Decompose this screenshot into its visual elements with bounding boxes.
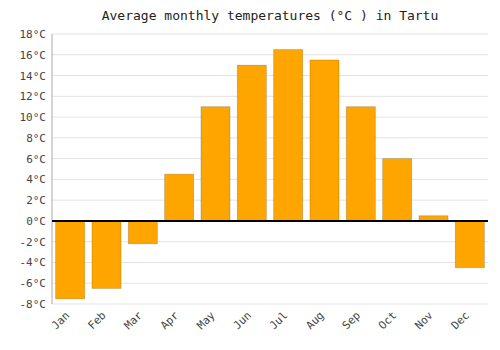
grid-line [52, 96, 488, 97]
grid [52, 34, 488, 304]
y-tick-label: 6°C [26, 153, 46, 166]
y-tick-label: -8°C [20, 298, 47, 311]
grid-line [52, 158, 488, 159]
grid-line [52, 54, 488, 55]
bar [310, 60, 339, 221]
x-tick-label: Mar [122, 309, 146, 333]
chart-container: Average monthly temperatures (°C ) in Ta… [0, 0, 500, 350]
grid-line [52, 137, 488, 138]
x-tick-label: Nov [412, 309, 436, 333]
bar [128, 221, 157, 244]
y-tick-label: 0°C [26, 215, 46, 228]
baseline [52, 220, 488, 222]
bar [383, 159, 412, 221]
bar [274, 50, 303, 221]
y-tick-label: -4°C [20, 256, 47, 269]
grid-line [52, 117, 488, 118]
y-tick-label: 10°C [20, 111, 47, 124]
x-tick-label: Oct [376, 309, 399, 332]
grid-line [52, 304, 488, 305]
x-tick-label: Dec [449, 309, 472, 332]
x-tick-label: Sep [340, 309, 363, 332]
bar [56, 221, 85, 299]
x-tick-label: Aug [303, 309, 326, 332]
chart: Average monthly temperatures (°C ) in Ta… [0, 0, 500, 350]
grid-line [52, 220, 488, 221]
y-axis-line [52, 34, 53, 304]
x-tick-label: Apr [158, 309, 182, 333]
x-tick-label: Jan [49, 309, 72, 332]
bar [92, 221, 121, 289]
bars [56, 50, 485, 299]
x-tick-label: Feb [85, 309, 108, 332]
grid-line [52, 75, 488, 76]
y-tick-label: 8°C [26, 132, 46, 145]
grid-line [52, 179, 488, 180]
y-tick-label: 4°C [26, 173, 46, 186]
title: Average monthly temperatures (°C ) in Ta… [102, 8, 439, 23]
bar [201, 107, 230, 221]
y-tick-label: 18°C [20, 28, 47, 41]
bar [237, 65, 266, 221]
y-tick-label: -6°C [20, 277, 47, 290]
bar [346, 107, 375, 221]
grid-line [52, 34, 488, 35]
y-tick-label: 16°C [20, 49, 47, 62]
x-tick-label: Jun [231, 309, 254, 332]
y-tick-label: 14°C [20, 70, 47, 83]
y-tick-label: 12°C [20, 90, 47, 103]
bar [455, 221, 484, 268]
y-tick-label: -2°C [20, 236, 47, 249]
grid-line [52, 200, 488, 201]
x-tick-label: Jul [267, 309, 290, 332]
y-tick-label: 2°C [26, 194, 46, 207]
x-tick-label: May [194, 309, 218, 333]
bar [165, 174, 194, 221]
